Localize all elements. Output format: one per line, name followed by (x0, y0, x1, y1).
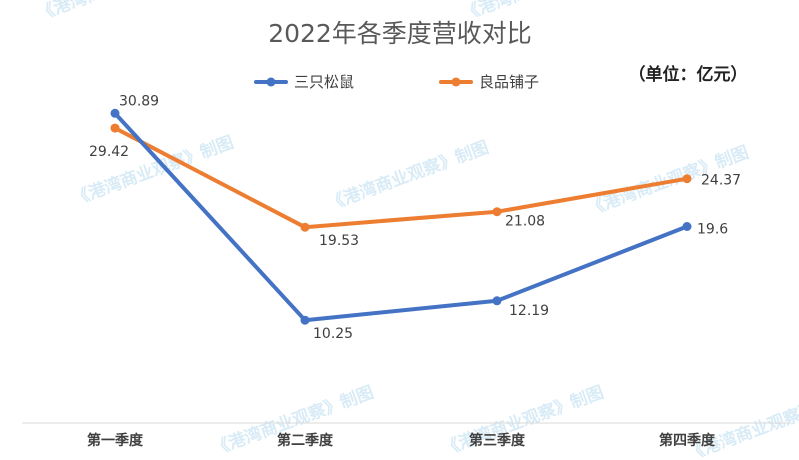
series-2-label-1: 29.42 (89, 144, 129, 160)
series-2-point-4 (682, 174, 692, 184)
series-2-point-3 (492, 207, 502, 217)
category-label-2: 第二季度 (277, 432, 334, 449)
watermark-1: 《港湾商业观察》制图 (35, 0, 202, 25)
series-1-point-4 (682, 222, 692, 231)
chart-title: 2022年各季度营收对比 (268, 19, 532, 48)
series-1-label-2: 10.25 (313, 326, 353, 342)
legend-marker-1 (266, 77, 276, 87)
series-line-1 (113, 111, 689, 323)
series-1-point-3 (492, 296, 502, 306)
legend: 三只松鼠 良品铺子 (254, 73, 539, 91)
legend-label-2: 良品铺子 (479, 73, 539, 91)
series-2-point-1 (110, 123, 120, 133)
category-label-3: 第三季度 (469, 432, 526, 449)
legend-label-1: 三只松鼠 (294, 73, 354, 91)
category-label-4: 第四季度 (659, 432, 716, 449)
series-1-label-1: 30.89 (119, 93, 159, 109)
series-layer (110, 108, 692, 325)
category-label-1: 第一季度 (87, 432, 144, 449)
watermark-4: 《港湾商业观察》制图 (325, 137, 492, 215)
legend-marker-2 (451, 77, 461, 87)
series-2-label-3: 21.08 (505, 214, 545, 230)
unit-note: （单位：亿元） (629, 64, 748, 85)
series-2-point-2 (300, 222, 310, 232)
category-labels: 第一季度 第二季度 第三季度 第四季度 (87, 432, 716, 449)
series-1-point-1 (110, 108, 120, 118)
series-1-label-3: 12.19 (509, 303, 549, 319)
series-2-label-2: 19.53 (319, 233, 359, 249)
data-labels: 30.89 10.25 12.19 19.6 29.42 19.53 21.08 24.37 (89, 93, 741, 342)
series-line-2 (113, 126, 689, 230)
series-1-point-2 (300, 315, 310, 325)
series-2-label-4: 24.37 (701, 173, 741, 189)
series-1-label-4: 19.6 (697, 222, 728, 238)
